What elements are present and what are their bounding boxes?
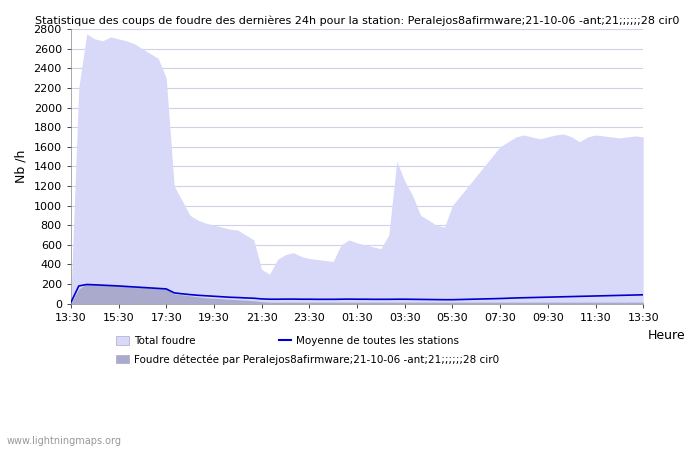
Text: Heure: Heure [648, 328, 685, 342]
Legend: Foudre détectée par Peralejos8afirmware;21-10-06 -ant;21;;;;;;28 cir0: Foudre détectée par Peralejos8afirmware;… [116, 354, 499, 365]
Title: Statistique des coups de foudre des dernières 24h pour la station: Peralejos8afi: Statistique des coups de foudre des dern… [35, 15, 679, 26]
Y-axis label: Nb /h: Nb /h [15, 150, 28, 183]
Text: www.lightningmaps.org: www.lightningmaps.org [7, 436, 122, 446]
